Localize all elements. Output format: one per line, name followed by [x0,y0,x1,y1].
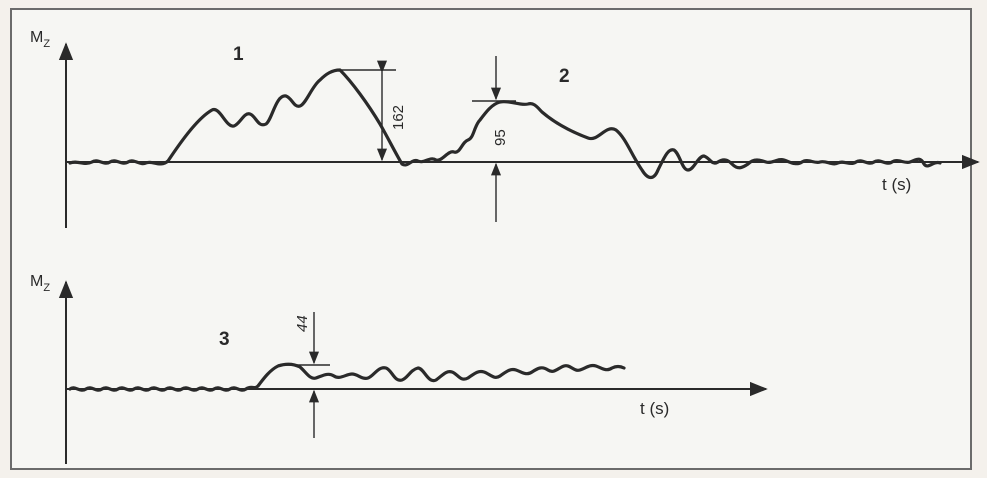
curve-label-1: 1 [233,44,244,65]
curve-3-trace [68,362,626,392]
bottom-panel: MZ t (s) 3 44 [30,273,768,464]
curve-label-2: 2 [559,66,570,87]
top-y-label: MZ [30,29,50,50]
diagram-frame [10,8,972,470]
dimension-162: 162 [340,60,407,162]
curve-label-3: 3 [219,329,230,350]
dimension-95-label: 95 [492,129,509,146]
bottom-x-label: t (s) [640,399,669,418]
dimension-95: 95 [472,56,516,222]
dimension-162-label: 162 [390,105,407,130]
top-panel: MZ t (s) 1 2 162 95 [30,29,980,228]
dimension-44-label: 44 [294,315,311,332]
bottom-y-label: MZ [30,273,50,294]
curve-1-2-trace [68,68,942,180]
top-x-label: t (s) [882,175,911,194]
dimension-44: 44 [278,312,330,438]
